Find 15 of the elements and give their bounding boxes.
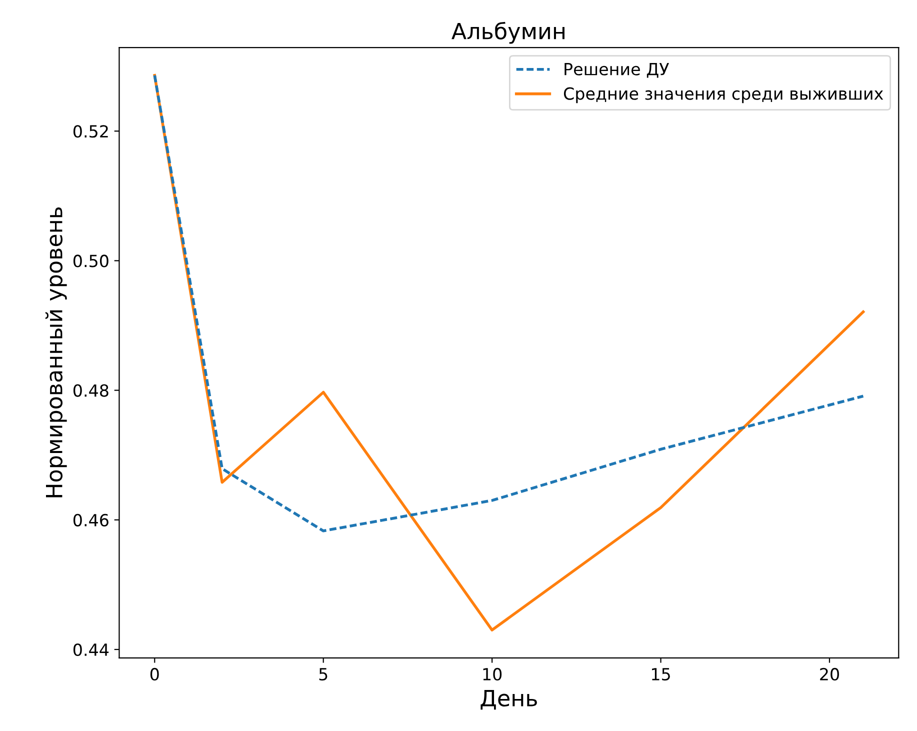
y-tick-label: 0.52 [73, 125, 108, 138]
y-tick-label: 0.44 [73, 643, 109, 656]
x-tick-label: 0 [150, 668, 159, 681]
x-tick-label: 20 [820, 668, 839, 681]
x-tick-label: 5 [319, 668, 328, 681]
y-tick-label: 0.50 [73, 254, 108, 268]
x-tick-label: 15 [652, 668, 670, 681]
x-tick-label: 10 [483, 668, 502, 681]
x-axis-title: День [480, 690, 537, 710]
legend-label: Решение ДУ [564, 63, 669, 78]
chart-title: Альбумин [452, 22, 564, 44]
y-axis-title: Нормированный уровень [45, 207, 67, 498]
legend-label: Средние значения среди выживших [564, 87, 884, 104]
y-tick-label: 0.48 [73, 384, 108, 397]
y-tick-label: 0.46 [73, 514, 108, 526]
